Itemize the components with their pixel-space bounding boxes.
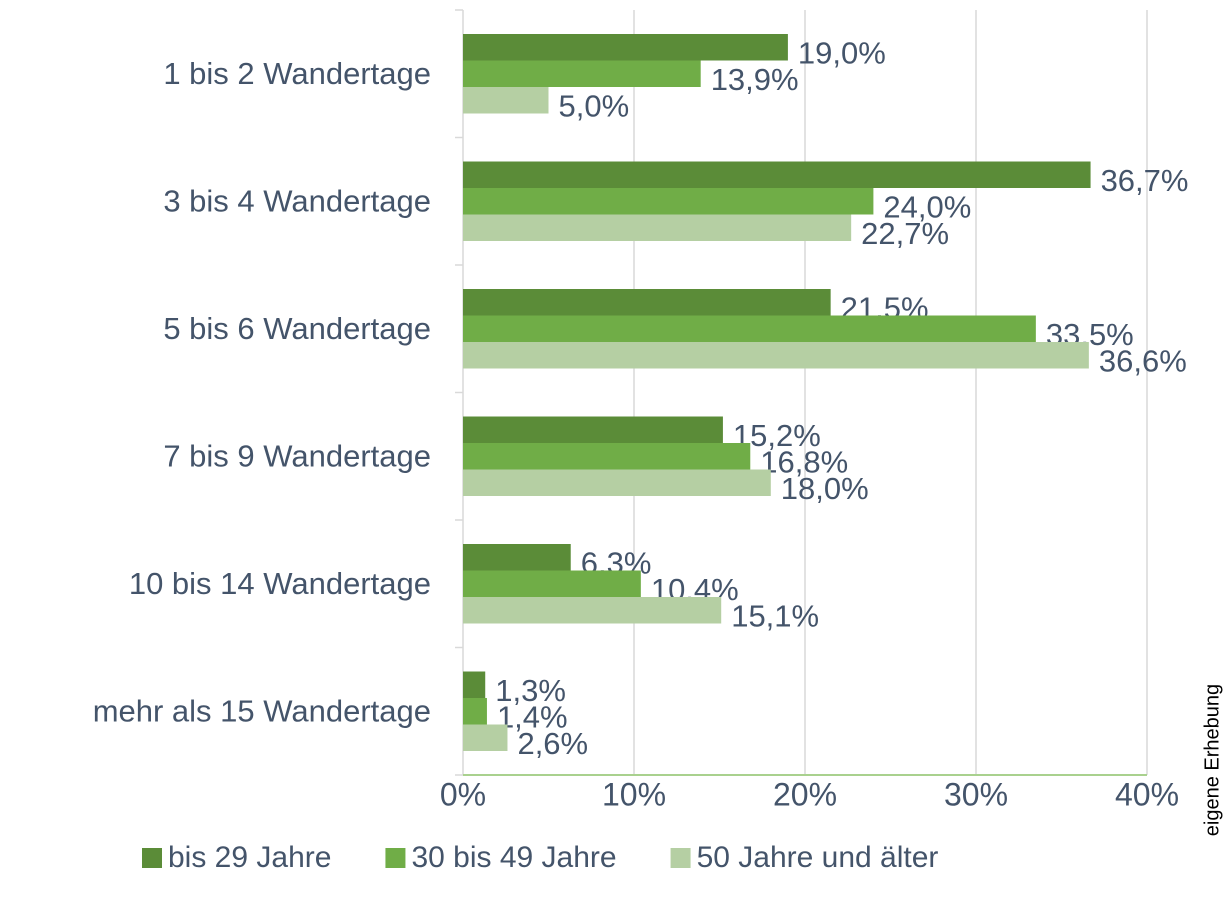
data-label: 18,0% (781, 471, 869, 506)
data-label: 2,6% (517, 726, 588, 761)
legend-label: bis 29 Jahre (168, 841, 331, 874)
x-tick-label: 0% (440, 776, 486, 812)
legend-label: 50 Jahre und älter (697, 841, 939, 874)
data-label: 24,0% (883, 189, 971, 224)
x-tick-label: 20% (773, 776, 837, 812)
bar (463, 289, 831, 316)
x-tick-label: 40% (1115, 776, 1179, 812)
x-tick-label: 30% (944, 776, 1008, 812)
y-tick-label: 1 bis 2 Wandertage (163, 56, 431, 91)
data-label: 19,0% (798, 35, 886, 70)
bar (463, 161, 1091, 188)
data-label: 16,8% (760, 444, 848, 479)
bar (463, 60, 701, 87)
bar (463, 724, 508, 751)
bar (463, 342, 1089, 369)
data-label: 36,6% (1099, 343, 1187, 378)
legend-swatch (142, 848, 162, 868)
bar (463, 34, 788, 61)
bar (463, 188, 874, 215)
y-tick-label: 3 bis 4 Wandertage (163, 183, 431, 218)
legend-swatch (670, 848, 691, 868)
data-label: 13,9% (711, 62, 799, 97)
data-label: 22,7% (861, 216, 949, 251)
y-tick-label: mehr als 15 Wandertage (93, 693, 431, 728)
data-label: 15,1% (731, 598, 819, 633)
bar (463, 315, 1036, 342)
y-tick-label: 10 bis 14 Wandertage (129, 566, 431, 601)
bar (463, 469, 771, 496)
data-label: 1,3% (495, 673, 566, 708)
bar (463, 544, 571, 571)
bar (463, 214, 852, 241)
legend-swatch (385, 848, 406, 868)
data-label: 1,4% (497, 699, 568, 734)
bar (463, 87, 549, 114)
bar (463, 698, 487, 725)
y-tick-label: 5 bis 6 Wandertage (163, 311, 431, 346)
bar (463, 443, 751, 470)
source-note: eigene Erhebung (1201, 684, 1223, 836)
data-label: 36,7% (1101, 163, 1189, 198)
legend-label: 30 bis 49 Jahre (411, 841, 616, 874)
x-tick-label: 10% (602, 776, 666, 812)
data-label: 5,0% (559, 88, 630, 123)
bar (463, 416, 723, 443)
bar (463, 570, 641, 597)
bar (463, 671, 486, 698)
bar (463, 597, 722, 624)
y-tick-label: 7 bis 9 Wandertage (163, 438, 431, 473)
